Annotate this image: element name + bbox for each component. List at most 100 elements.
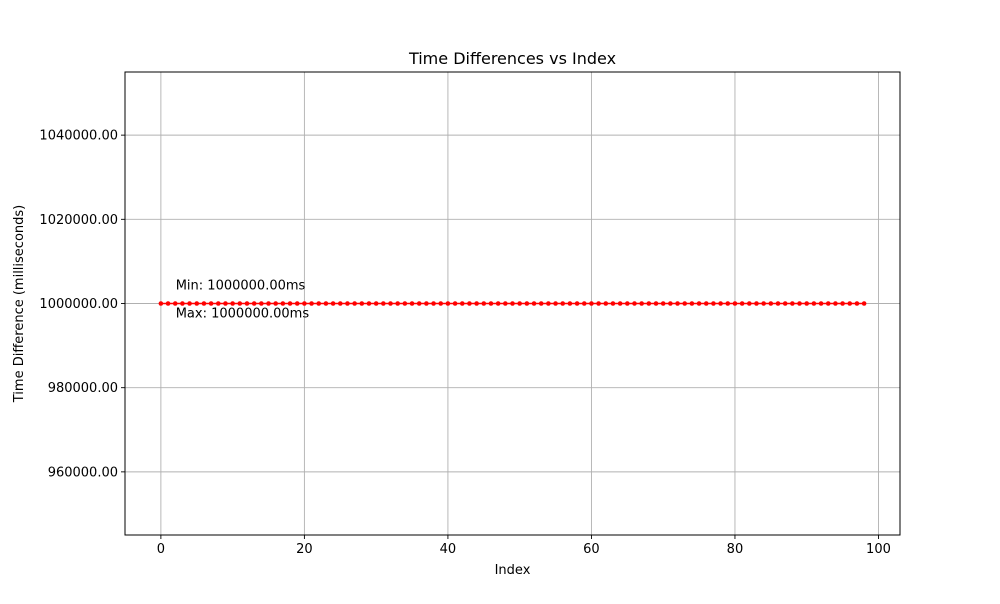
- data-point-marker: [244, 301, 250, 306]
- data-point-marker: [833, 301, 838, 306]
- data-point-marker: [560, 301, 566, 306]
- data-point-marker: [330, 301, 336, 306]
- data-point-marker: [445, 301, 451, 306]
- annotation-max: Max: 1000000.00ms: [176, 307, 310, 322]
- x-tick-label: 40: [440, 542, 457, 557]
- y-tick-label: 980000.00: [48, 381, 118, 396]
- data-point-marker: [172, 301, 178, 306]
- data-point-marker: [201, 301, 207, 306]
- data-point-marker: [158, 301, 164, 306]
- data-point-marker: [309, 301, 314, 306]
- data-point-marker: [409, 301, 415, 306]
- data-point-marker: [761, 301, 766, 306]
- data-point-marker: [495, 301, 501, 306]
- data-point-marker: [180, 301, 185, 306]
- data-point-marker: [259, 301, 264, 306]
- data-point-marker: [739, 301, 745, 306]
- data-point-marker: [474, 301, 479, 306]
- data-point-marker: [825, 301, 831, 306]
- data-point-marker: [538, 301, 544, 306]
- data-point-marker: [725, 301, 731, 306]
- data-point-marker: [337, 301, 343, 306]
- data-point-marker: [546, 301, 551, 306]
- data-point-marker: [165, 301, 171, 306]
- data-point-marker: [517, 301, 522, 306]
- data-point-marker: [481, 301, 487, 306]
- series-layer: [158, 301, 867, 306]
- data-point-marker: [316, 301, 322, 306]
- data-point-marker: [388, 301, 393, 306]
- x-tick-label: 0: [157, 542, 165, 557]
- data-point-marker: [732, 301, 738, 306]
- data-point-marker: [610, 301, 616, 306]
- data-point-marker: [524, 301, 530, 306]
- data-point-marker: [424, 301, 429, 306]
- data-point-marker: [381, 301, 386, 306]
- data-point-marker: [352, 301, 357, 306]
- data-point-marker: [818, 301, 824, 306]
- data-point-marker: [639, 301, 644, 306]
- data-point-marker: [790, 301, 795, 306]
- axis-ticks: 0 20 40 60 80 100 960000.00 980000.00 1000000.00…: [39, 129, 890, 557]
- data-point-marker: [294, 301, 300, 306]
- y-tick-label: 1040000.00: [39, 129, 118, 144]
- data-point-marker: [689, 301, 695, 306]
- data-point-marker: [359, 301, 365, 306]
- data-point-marker: [711, 301, 716, 306]
- data-point-marker: [273, 301, 278, 306]
- annotations: Min: 1000000.00ms Max: 1000000.00ms: [176, 279, 310, 322]
- data-point-marker: [323, 301, 329, 306]
- data-point-marker: [775, 301, 781, 306]
- data-point-marker: [768, 301, 774, 306]
- data-point-marker: [854, 301, 860, 306]
- data-point-marker: [488, 301, 494, 306]
- data-point-marker: [194, 301, 200, 306]
- data-point-marker: [510, 301, 515, 306]
- data-point-marker: [345, 301, 350, 306]
- data-point-marker: [596, 301, 601, 306]
- data-point-marker: [703, 301, 709, 306]
- annotation-min: Min: 1000000.00ms: [176, 279, 306, 294]
- data-point-marker: [237, 301, 243, 306]
- chart-title: Time Differences vs Index: [408, 49, 616, 68]
- data-point-marker: [754, 301, 759, 306]
- data-point-marker: [646, 301, 652, 306]
- data-point-marker: [617, 301, 623, 306]
- data-point-marker: [395, 301, 400, 306]
- data-point-marker: [251, 301, 257, 306]
- data-point-marker: [438, 301, 444, 306]
- data-point-marker: [208, 301, 214, 306]
- data-point-marker: [230, 301, 235, 306]
- data-point-marker: [696, 301, 702, 306]
- x-axis-label: Index: [495, 563, 531, 578]
- data-point-marker: [531, 301, 537, 306]
- data-point-marker: [804, 301, 810, 306]
- data-point-marker: [402, 301, 408, 306]
- data-point-marker: [373, 301, 379, 306]
- data-point-marker: [603, 301, 609, 306]
- data-point-marker: [287, 301, 293, 306]
- data-point-marker: [847, 301, 853, 306]
- y-axis-label: Time Difference (milliseconds): [12, 205, 27, 404]
- x-tick-label: 80: [727, 542, 744, 557]
- data-point-marker: [581, 301, 587, 306]
- data-point-marker: [632, 301, 637, 306]
- data-point-marker: [797, 301, 802, 306]
- data-point-marker: [682, 301, 688, 306]
- data-point-marker: [467, 301, 472, 306]
- data-point-marker: [431, 301, 436, 306]
- data-point-marker: [782, 301, 788, 306]
- data-point-marker: [553, 301, 558, 306]
- data-point-marker: [459, 301, 465, 306]
- data-point-marker: [653, 301, 659, 306]
- data-point-marker: [366, 301, 372, 306]
- data-point-marker: [747, 301, 752, 306]
- y-tick-label: 960000.00: [48, 465, 118, 480]
- data-point-marker: [280, 301, 286, 306]
- data-point-marker: [811, 301, 817, 306]
- x-tick-label: 100: [866, 542, 891, 557]
- data-point-marker: [266, 301, 271, 306]
